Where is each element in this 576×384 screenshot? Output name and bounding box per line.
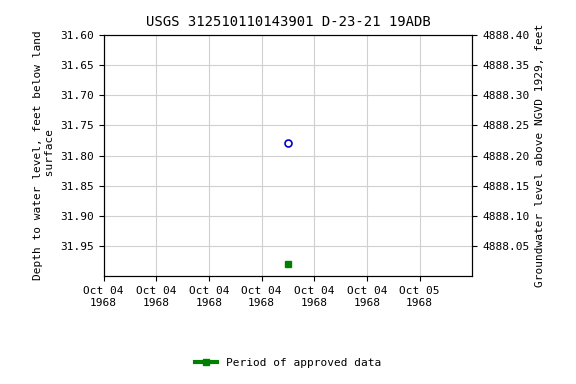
Y-axis label: Depth to water level, feet below land
 surface: Depth to water level, feet below land su… [33, 31, 55, 280]
Legend: Period of approved data: Period of approved data [191, 354, 385, 372]
Y-axis label: Groundwater level above NGVD 1929, feet: Groundwater level above NGVD 1929, feet [535, 24, 545, 287]
Title: USGS 312510110143901 D-23-21 19ADB: USGS 312510110143901 D-23-21 19ADB [146, 15, 430, 29]
